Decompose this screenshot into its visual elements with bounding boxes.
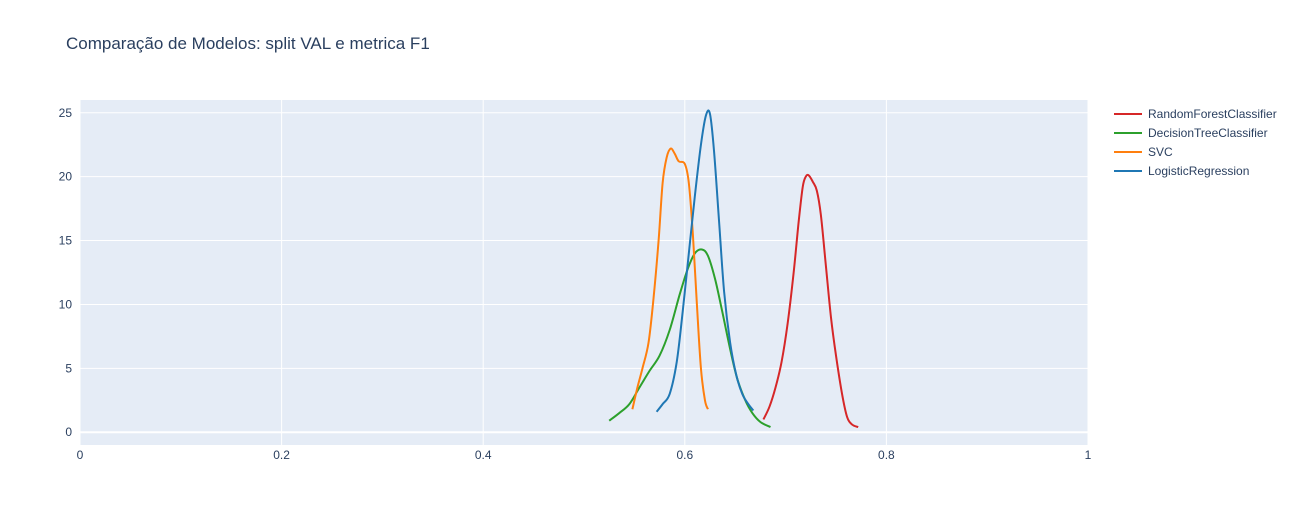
legend-item-decisiontreeclassifier[interactable]: DecisionTreeClassifier xyxy=(1114,126,1268,140)
y-tick-label: 0 xyxy=(65,425,72,439)
grid xyxy=(79,100,1089,445)
y-tick-label: 15 xyxy=(59,234,73,248)
series-lines xyxy=(608,109,859,429)
series-line-randomforestclassifier xyxy=(762,173,859,429)
legend-item-svc[interactable]: SVC xyxy=(1114,145,1173,159)
legend-item-randomforestclassifier[interactable]: RandomForestClassifier xyxy=(1114,107,1277,121)
y-tick-label: 20 xyxy=(59,170,73,184)
series-line-svc xyxy=(631,147,709,410)
legend-item-logisticregression[interactable]: LogisticRegression xyxy=(1114,164,1249,178)
x-tick-label: 0.4 xyxy=(475,448,492,462)
y-axis-ticks: 0 5 10 15 20 25 xyxy=(59,106,73,439)
x-tick-label: 0.2 xyxy=(273,448,290,462)
y-tick-label: 10 xyxy=(59,297,73,311)
plot-area xyxy=(80,100,1088,445)
x-tick-label: 0.8 xyxy=(878,448,895,462)
x-tick-label: 0 xyxy=(77,448,84,462)
x-tick-label: 1 xyxy=(1085,448,1092,462)
legend-label: LogisticRegression xyxy=(1148,164,1249,178)
x-tick-label: 0.6 xyxy=(676,448,693,462)
legend[interactable]: RandomForestClassifier DecisionTreeClassi… xyxy=(1114,107,1277,178)
legend-label: SVC xyxy=(1148,145,1173,159)
legend-label: DecisionTreeClassifier xyxy=(1148,126,1268,140)
chart-title: Comparação de Modelos: split VAL e metri… xyxy=(66,34,430,53)
series-line-logisticregression xyxy=(655,109,755,413)
y-tick-label: 25 xyxy=(59,106,73,120)
y-tick-label: 5 xyxy=(65,361,72,375)
x-axis-ticks: 0 0.2 0.4 0.6 0.8 1 xyxy=(77,448,1092,462)
legend-label: RandomForestClassifier xyxy=(1148,107,1277,121)
